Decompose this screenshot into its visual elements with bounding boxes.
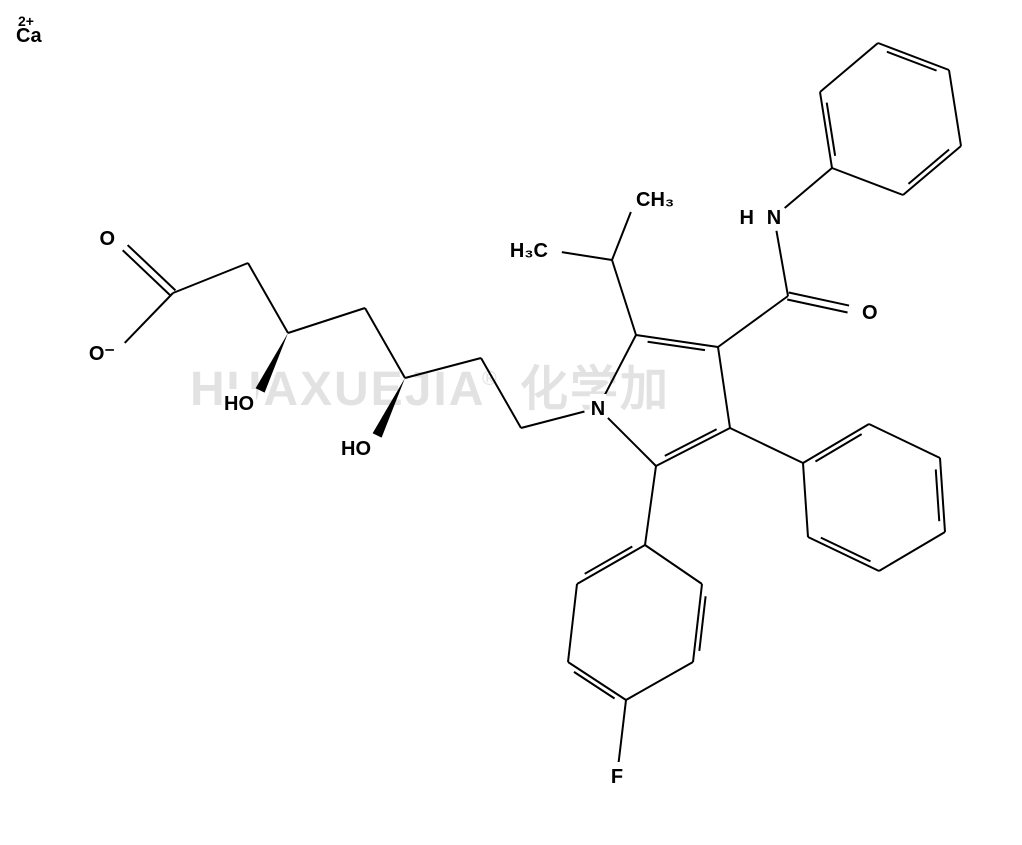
atom-CH3b: CH₃: [636, 189, 674, 211]
atom-O2: O⁻: [89, 343, 115, 365]
atom-Nam: N: [767, 207, 781, 229]
svg-text:2+: 2+: [18, 13, 34, 29]
atom-N1: N: [591, 398, 605, 420]
atom-OH1: HO: [224, 393, 254, 415]
atom-Ham: H: [740, 207, 754, 229]
atom-CH3a: H₃C: [510, 240, 548, 262]
atom-F1: F: [611, 766, 623, 788]
atom-Oam: O: [862, 302, 878, 324]
molecule-diagram: HUAXUEJIA®化学加OO⁻HOHONH₃CCH₃ONHFCa2+: [0, 0, 1022, 845]
atom-OH2: HO: [341, 438, 371, 460]
atom-O1: O: [99, 228, 115, 250]
